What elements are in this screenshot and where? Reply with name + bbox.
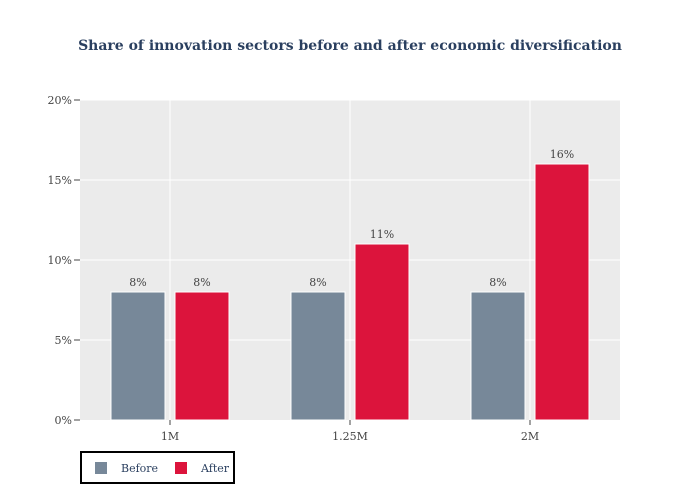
- gridlines: [80, 99, 620, 420]
- y-tick-label: 10%: [48, 254, 72, 267]
- bar-value-label: 8%: [193, 276, 210, 289]
- bar-after-1[interactable]: [354, 243, 410, 421]
- legend[interactable]: Before After: [80, 451, 235, 484]
- data-labels: 8% 8% 8% 8% 11% 16%: [129, 148, 574, 289]
- chart-title: Share of innovation sectors before and a…: [78, 38, 622, 54]
- bar-before-1[interactable]: [290, 291, 346, 421]
- y-tick-label: 0%: [55, 414, 72, 427]
- bar-before-2[interactable]: [470, 291, 526, 421]
- bar-value-label: 8%: [129, 276, 146, 289]
- x-tick-label: 1M: [161, 430, 179, 443]
- legend-label: After: [200, 462, 230, 475]
- x-tick-label: 1.25M: [332, 430, 368, 443]
- legend-item-before[interactable]: Before: [95, 462, 158, 475]
- y-tick-label: 15%: [48, 174, 72, 187]
- bar-after-2[interactable]: [534, 163, 590, 421]
- axes: 0% 5% 10% 15% 20% 1M 1.25M 2M: [48, 94, 540, 443]
- bar-before-0[interactable]: [110, 291, 166, 421]
- legend-swatch: [95, 462, 107, 474]
- bar-value-label: 8%: [489, 276, 506, 289]
- bar-value-label: 11%: [370, 228, 394, 241]
- bar-value-label: 8%: [309, 276, 326, 289]
- legend-label: Before: [121, 462, 158, 475]
- legend-swatch: [175, 462, 187, 474]
- legend-item-after[interactable]: After: [175, 462, 230, 475]
- x-tick-label: 2M: [521, 430, 539, 443]
- bar-after-0[interactable]: [174, 291, 230, 421]
- y-tick-label: 5%: [55, 334, 72, 347]
- y-tick-label: 20%: [48, 94, 72, 107]
- bars: [110, 163, 590, 421]
- bar-value-label: 16%: [550, 148, 574, 161]
